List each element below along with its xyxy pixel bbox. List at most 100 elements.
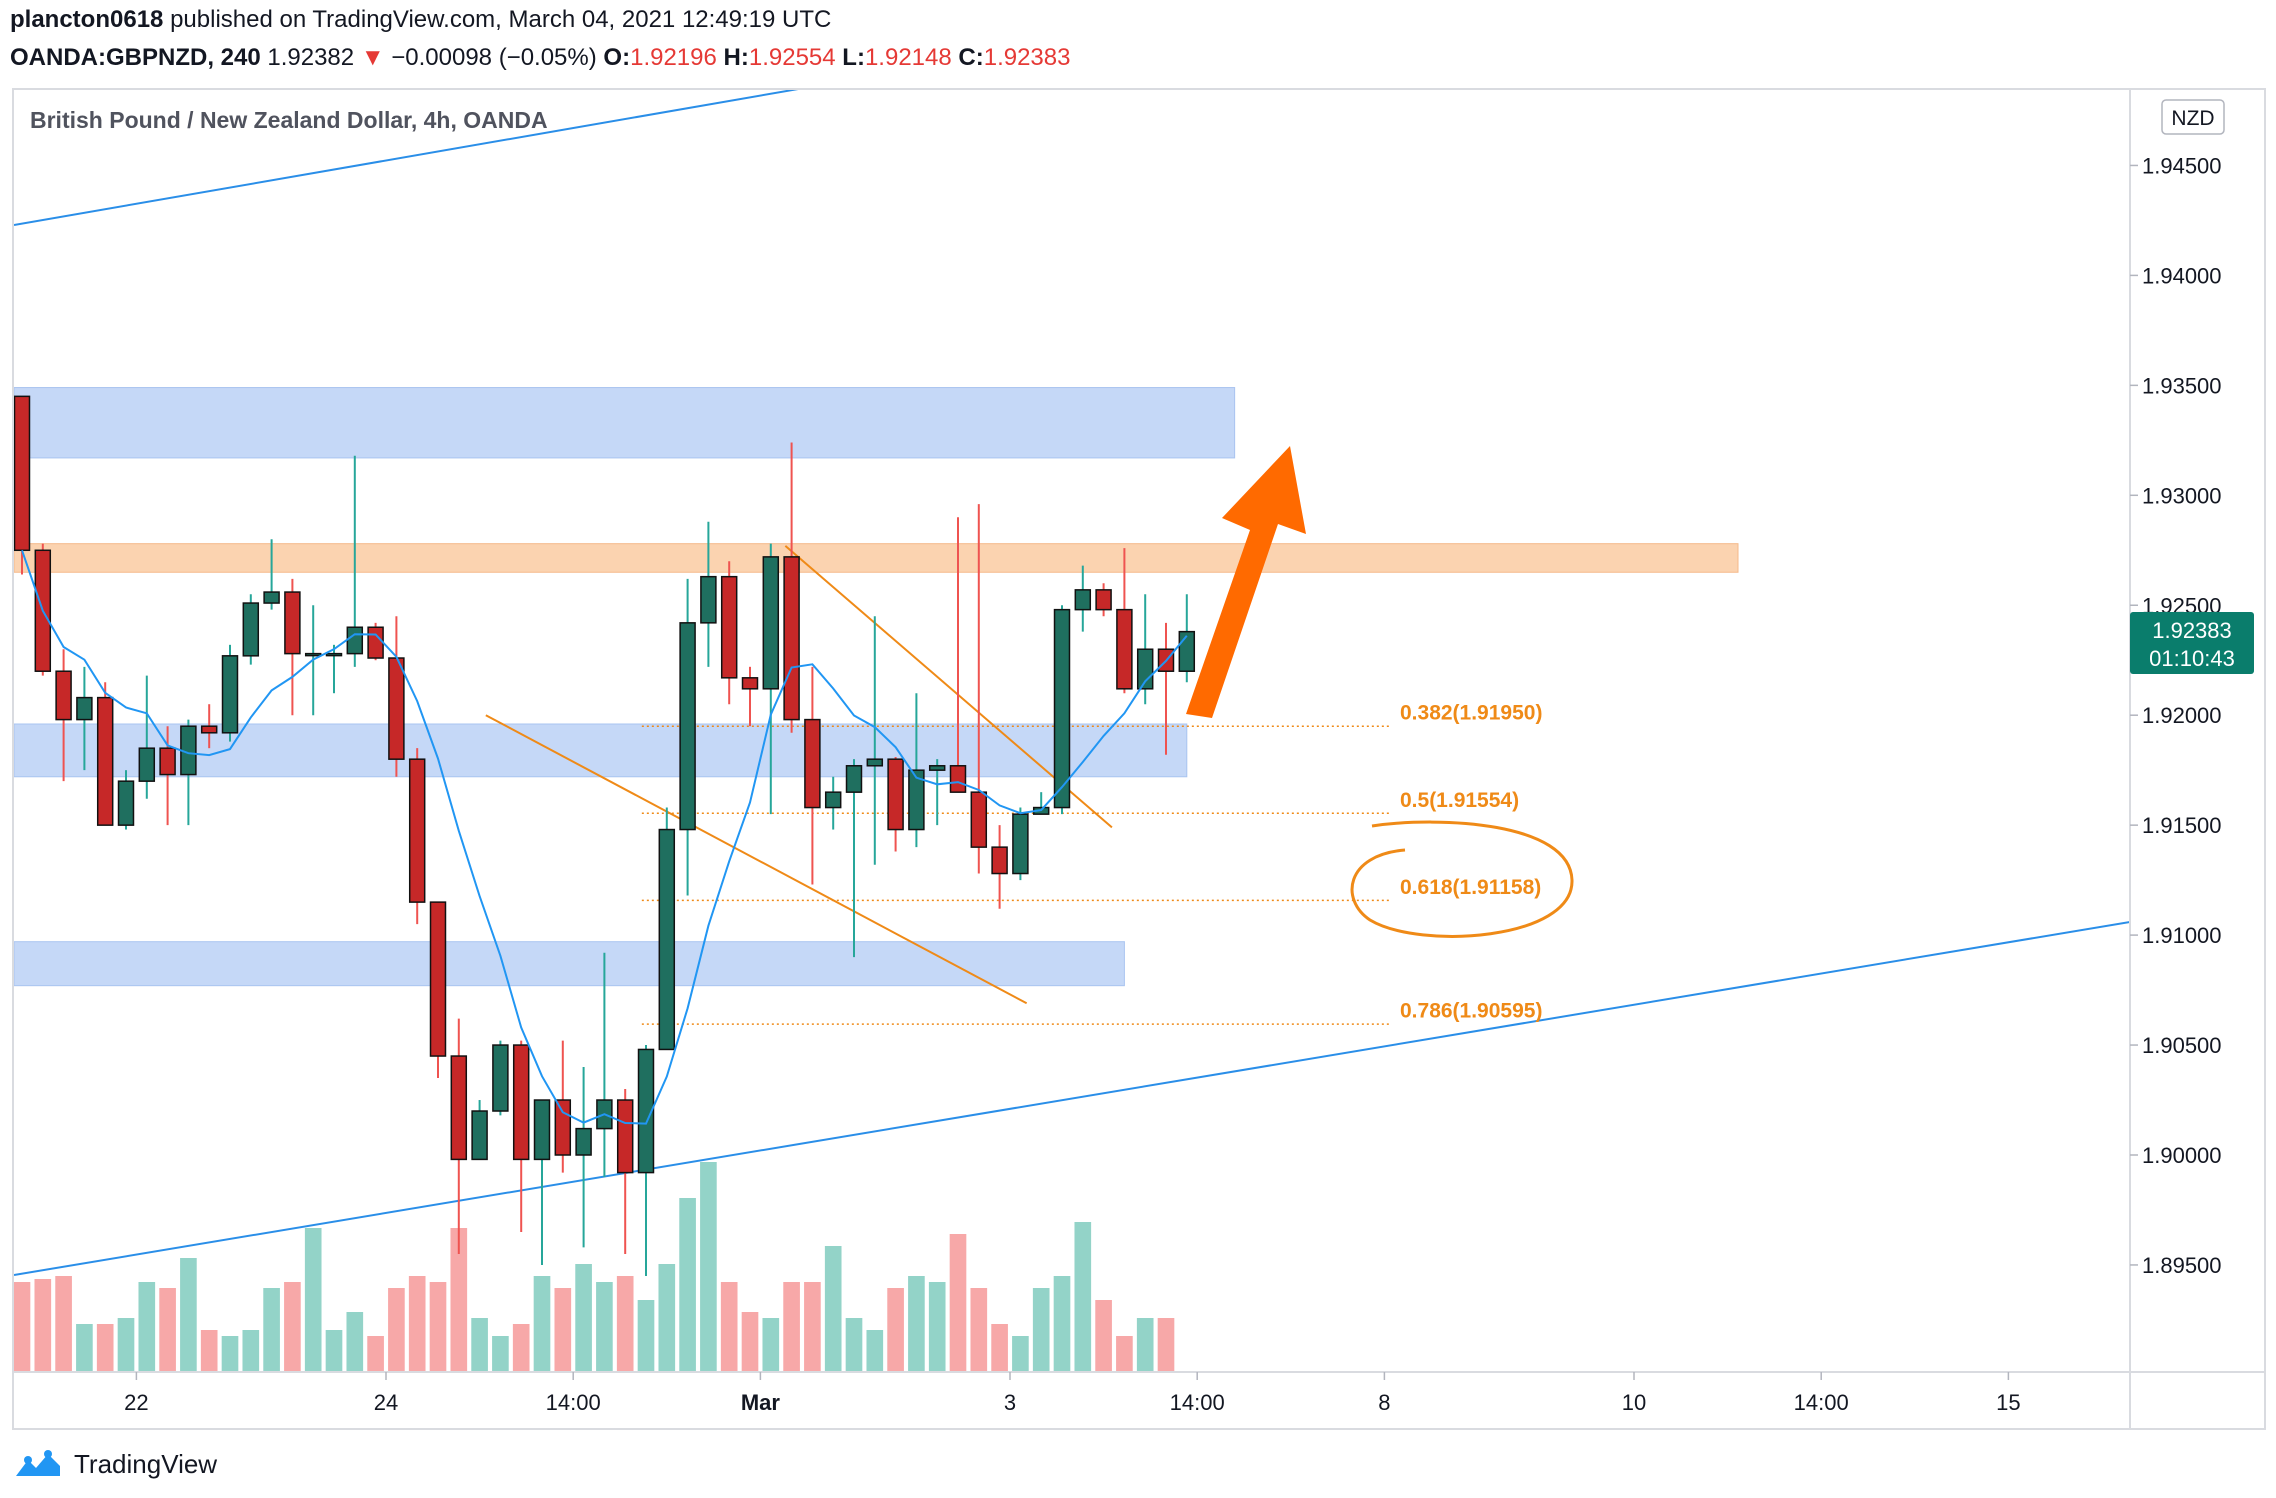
- volume-bar: [284, 1282, 301, 1372]
- volume-bar: [96, 1324, 114, 1372]
- candle-body: [492, 1044, 509, 1112]
- chart-frame[interactable]: [12, 88, 2266, 1430]
- volume-bar: [388, 1288, 405, 1372]
- fib-label: 0.618(1.91158): [1400, 876, 1541, 899]
- candle-body: [367, 626, 384, 659]
- volume-bar: [450, 1228, 468, 1372]
- volume-bar: [471, 1318, 488, 1372]
- y-tick-label: 1.90000: [2142, 1143, 2222, 1168]
- candle-body: [1095, 589, 1112, 611]
- y-tick-label: 1.93000: [2142, 483, 2222, 508]
- volume-bar: [616, 1276, 634, 1372]
- candle-body: [117, 780, 135, 826]
- moving-average-line: [21, 549, 1188, 1125]
- candle-body: [970, 791, 988, 848]
- candle-body: [242, 602, 260, 657]
- last-price-badge: [2130, 612, 2254, 674]
- volume-bar: [512, 1324, 530, 1372]
- candle-body: [388, 657, 405, 760]
- candle-body: [762, 556, 780, 690]
- down-arrow-icon: ▼: [360, 44, 385, 71]
- volume-bar: [1074, 1222, 1092, 1372]
- candle-body: [845, 765, 863, 793]
- candle-body: [512, 1044, 530, 1161]
- volume-bar: [824, 1246, 842, 1372]
- candle-body: [887, 758, 904, 831]
- volume-bar: [325, 1330, 343, 1372]
- x-tick-label: 24: [374, 1390, 398, 1415]
- volume-bar: [575, 1264, 592, 1372]
- volume-bar: [970, 1288, 988, 1372]
- x-tick-label: 14:00: [546, 1390, 601, 1415]
- candle-body: [200, 725, 218, 734]
- chart-title: British Pound / New Zealand Dollar, 4h, …: [30, 107, 548, 133]
- volume-bar: [55, 1276, 72, 1372]
- low-value: 1.92148: [864, 44, 952, 71]
- candle-body: [824, 791, 842, 809]
- y-tick-label: 1.91000: [2142, 923, 2222, 948]
- volume-bar: [1095, 1300, 1112, 1372]
- y-tick-label: 1.93500: [2142, 373, 2222, 398]
- x-tick-label: 22: [124, 1390, 148, 1415]
- candle-body: [284, 591, 301, 655]
- author-name[interactable]: plancton0618: [10, 6, 164, 33]
- volume-bar: [1012, 1336, 1029, 1372]
- published-text: published on TradingView.com, March 04, …: [170, 6, 832, 33]
- candle-body: [346, 626, 364, 655]
- candle-body: [866, 758, 884, 767]
- footer-brand[interactable]: TradingView: [14, 1444, 217, 1484]
- y-tick-label: 1.90500: [2142, 1033, 2222, 1058]
- volume-bar: [908, 1276, 925, 1372]
- fib-label: 0.786(1.90595): [1400, 1000, 1542, 1023]
- badge-countdown: 01:10:43: [2149, 646, 2235, 671]
- candle-body: [1012, 813, 1029, 875]
- candle-body: [325, 652, 343, 657]
- hand-drawn-circle: [1350, 820, 1574, 938]
- volume-bar: [533, 1276, 551, 1372]
- candle-body: [76, 696, 93, 721]
- high-label: H:: [723, 44, 749, 71]
- x-tick-label: 10: [1622, 1390, 1646, 1415]
- volume-bar: [1053, 1276, 1071, 1372]
- candle-body: [700, 575, 717, 624]
- volume-bar: [1157, 1318, 1175, 1372]
- symbol-label: OANDA:GBPNZD, 240: [10, 44, 261, 71]
- candle-body: [138, 747, 156, 782]
- candle-body: [616, 1099, 634, 1174]
- volume-bar: [14, 1282, 31, 1372]
- volume-bar: [637, 1300, 655, 1372]
- trendline-upper: [14, 90, 799, 226]
- close-value: 1.92383: [983, 44, 1071, 71]
- volume-bar: [720, 1282, 738, 1372]
- volume-bar: [304, 1228, 322, 1372]
- candle-body: [14, 395, 31, 552]
- volume-bar: [200, 1330, 218, 1372]
- candle-body: [991, 846, 1008, 875]
- volume-bar: [866, 1330, 884, 1372]
- candle-body: [1074, 589, 1092, 611]
- close-label: C:: [958, 44, 984, 71]
- candle-body: [637, 1048, 655, 1174]
- volume-bar: [242, 1330, 260, 1372]
- volume-bar: [804, 1282, 821, 1372]
- y-tick-label: 1.94000: [2142, 263, 2222, 288]
- x-tick-label: 3: [1004, 1390, 1016, 1415]
- x-tick-label: Mar: [741, 1390, 781, 1415]
- volume-bar: [159, 1288, 176, 1372]
- volume-bar: [741, 1312, 759, 1372]
- badge-price: 1.92383: [2152, 618, 2232, 643]
- plot-area: [14, 90, 2130, 1372]
- volume-bar: [679, 1198, 696, 1372]
- volume-bar: [762, 1318, 780, 1372]
- candle-body: [96, 696, 114, 826]
- candle-body: [471, 1110, 488, 1161]
- y-tick-label: 1.92000: [2142, 703, 2222, 728]
- candle-body: [554, 1099, 572, 1156]
- candle-body: [741, 677, 759, 690]
- volume-bar: [34, 1279, 52, 1372]
- candle-body: [908, 769, 925, 831]
- volume-bar: [658, 1264, 676, 1372]
- volume-bar: [117, 1318, 135, 1372]
- channel-line-lower: [485, 714, 1028, 1005]
